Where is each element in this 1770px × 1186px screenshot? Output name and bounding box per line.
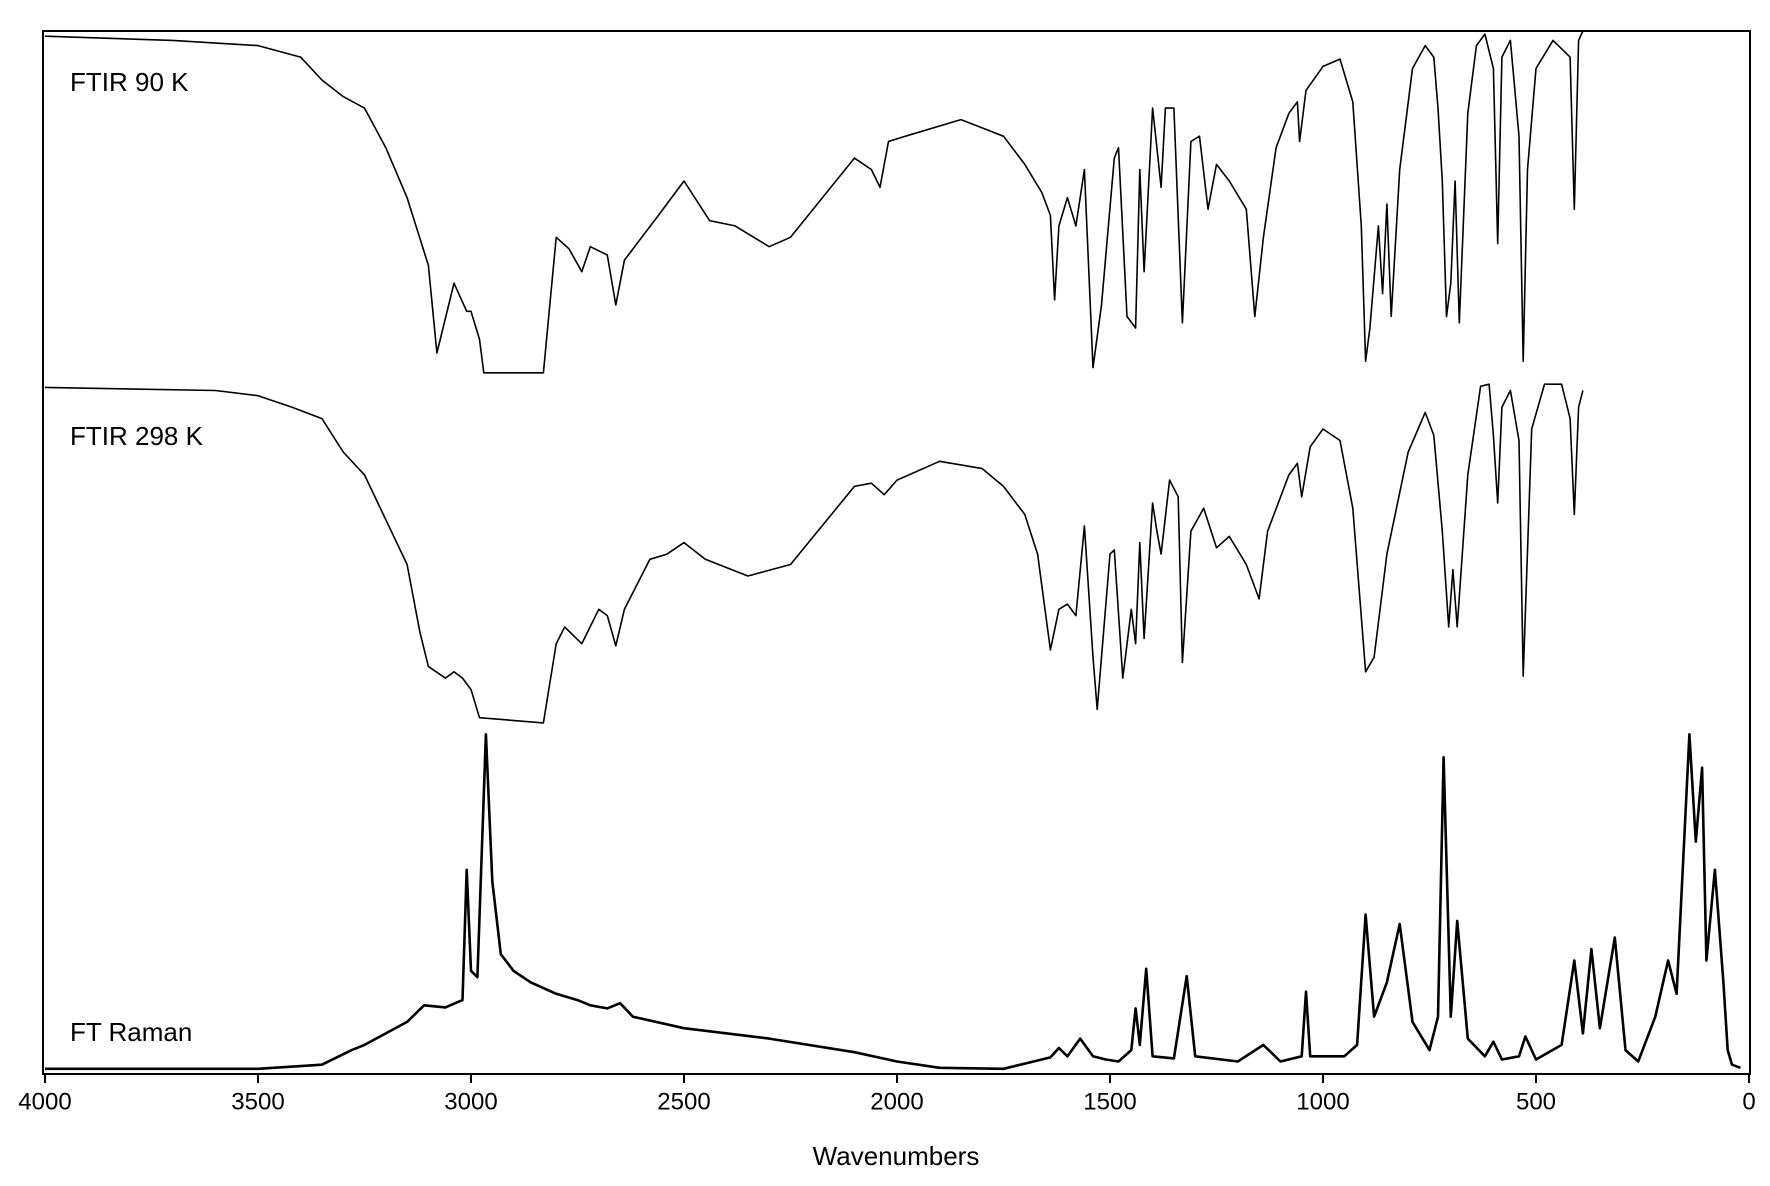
plot-frame [42,30,1751,1075]
spectrum-line [44,383,1584,724]
x-tick-label: 1000 [1296,1088,1349,1115]
x-tick-label: 4000 [18,1088,71,1115]
x-tick-label: 2500 [657,1088,710,1115]
series-label: FTIR 90 K [70,67,189,97]
x-tick-label: 3000 [444,1088,497,1115]
series-label: FT Raman [70,1017,192,1047]
x-tick-label: 3500 [231,1088,284,1115]
spectrum-line [45,733,1741,1071]
x-axis-label: Wavenumbers [813,1141,980,1171]
x-tick-label: 1500 [1083,1088,1136,1115]
spectrum-line [44,30,1584,374]
x-tick-label: 2000 [870,1088,923,1115]
x-tick-label: 0 [1742,1088,1755,1115]
series-label: FTIR 298 K [70,421,204,451]
x-tick-label: 500 [1516,1088,1556,1115]
